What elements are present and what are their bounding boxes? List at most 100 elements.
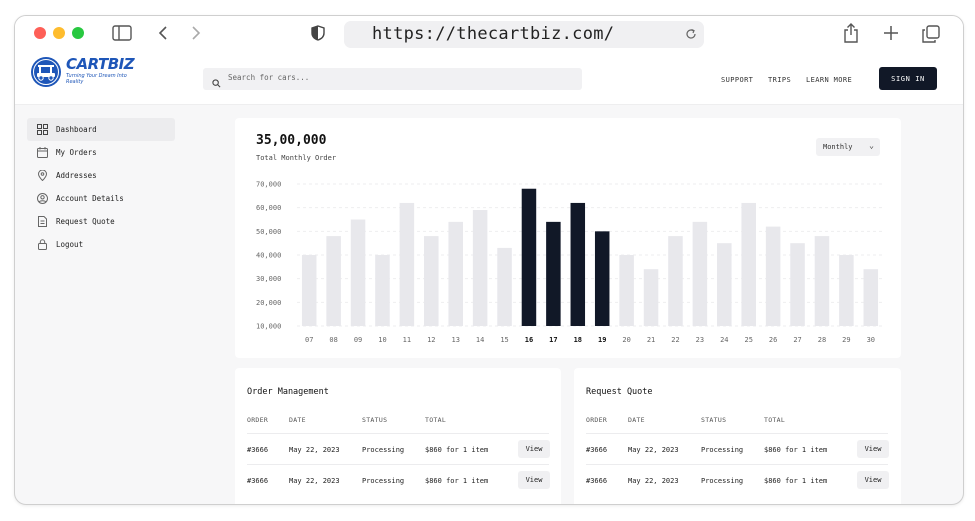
new-tab-icon[interactable] (883, 25, 899, 41)
column-header-date: DATE (628, 416, 645, 424)
map-pin-icon (36, 170, 48, 182)
address-bar[interactable]: https://thecartbiz.com/ (344, 21, 704, 48)
logo-tagline: Turning Your Dream Into Reality (66, 73, 127, 85)
reload-icon[interactable] (685, 28, 697, 40)
browser-window: https://thecartbiz.com/ (14, 15, 964, 505)
order-status: Processing (362, 446, 405, 454)
quote-total: $860 for 1 item (764, 446, 828, 454)
chart-bar-18[interactable] (570, 202, 586, 326)
search-input[interactable]: Search for cars... (203, 68, 582, 90)
quote-date: May 22, 2023 (628, 446, 679, 454)
chart-bar-30[interactable] (863, 269, 879, 326)
quote-total: $860 for 1 item (764, 477, 828, 485)
chart-bar-28[interactable] (814, 236, 830, 326)
chart-bar-16[interactable] (521, 188, 537, 326)
sidebar-item-dashboard[interactable]: Dashboard (27, 118, 175, 141)
total-monthly-order-label: Total Monthly Order (256, 154, 337, 162)
chart-bar-24[interactable] (717, 243, 732, 326)
cartbiz-logo[interactable]: CARTBIZ Turning Your Dream Into Reality (30, 55, 140, 88)
sign-in-button[interactable]: SIGN IN (879, 67, 937, 90)
chart-bar-14[interactable] (472, 210, 488, 326)
account-sidebar: Dashboard My Orders Addresses Account De… (27, 118, 175, 256)
sidebar-item-label: Dashboard (56, 125, 97, 134)
orders-chart-card: 35,00,000 Total Monthly Order Monthly ⌄ … (235, 118, 901, 358)
logo-wordmark: CARTBIZ (66, 55, 135, 73)
chart-bar-17[interactable] (546, 221, 561, 326)
sidebar-item-account-details[interactable]: Account Details (27, 187, 175, 210)
sidebar-toggle-icon[interactable] (112, 25, 132, 41)
chart-bar-29[interactable] (839, 255, 854, 326)
order-management-card: Order Management ORDER DATE STATUS TOTAL… (235, 368, 561, 504)
y-tick-label: 20,000 (256, 299, 281, 307)
close-window-button[interactable] (34, 27, 46, 39)
x-tick-label: 19 (598, 336, 606, 344)
nav-support-link[interactable]: SUPPORT (721, 76, 754, 84)
chart-bar-22[interactable] (668, 236, 683, 326)
tab-overview-icon[interactable] (922, 25, 940, 43)
table-row: #3666 May 22, 2023 Processing $860 for 1… (247, 433, 550, 465)
view-order-button[interactable]: View (518, 471, 550, 489)
quote-date: May 22, 2023 (628, 477, 679, 485)
x-tick-label: 11 (403, 336, 411, 344)
chart-bar-27[interactable] (790, 243, 805, 326)
view-quote-button[interactable]: View (857, 471, 889, 489)
chart-bar-25[interactable] (741, 202, 756, 326)
order-id: #3666 (247, 446, 269, 454)
calendar-icon (36, 147, 48, 159)
chart-bar-07[interactable] (301, 255, 317, 326)
nav-learn-more-link[interactable]: LEARN MORE (806, 76, 853, 84)
x-tick-label: 28 (818, 336, 826, 344)
chart-bar-10[interactable] (375, 255, 390, 326)
order-status: Processing (362, 477, 405, 485)
view-quote-button[interactable]: View (857, 440, 889, 458)
chart-bar-09[interactable] (350, 219, 366, 327)
view-order-button[interactable]: View (518, 440, 550, 458)
chart-bar-08[interactable] (326, 236, 341, 326)
y-tick-label: 60,000 (256, 204, 281, 212)
privacy-shield-icon[interactable] (311, 25, 325, 41)
sidebar-item-request-quote[interactable]: Request Quote (27, 210, 175, 233)
order-id: #3666 (247, 477, 269, 485)
minimize-window-button[interactable] (53, 27, 65, 39)
sidebar-item-logout[interactable]: Logout (27, 233, 175, 256)
chart-bar-19[interactable] (594, 231, 610, 326)
back-icon[interactable] (157, 25, 169, 41)
order-total: $860 for 1 item (425, 477, 489, 485)
chart-bar-11[interactable] (399, 202, 415, 326)
chart-bar-15[interactable] (497, 247, 512, 326)
share-icon[interactable] (843, 23, 859, 43)
quote-order-id: #3666 (586, 446, 608, 454)
x-tick-label: 24 (720, 336, 728, 344)
chart-bar-21[interactable] (643, 269, 659, 326)
chart-bar-13[interactable] (448, 221, 463, 326)
chart-bar-23[interactable] (692, 221, 708, 326)
chart-bar-26[interactable] (765, 226, 781, 326)
sidebar-item-addresses[interactable]: Addresses (27, 164, 175, 187)
sidebar-item-my-orders[interactable]: My Orders (27, 141, 175, 164)
quote-status: Processing (701, 446, 744, 454)
request-quote-title: Request Quote (586, 387, 653, 397)
golf-cart-logo-icon (31, 57, 61, 87)
order-date: May 22, 2023 (289, 477, 340, 485)
grid-icon (36, 124, 48, 136)
search-icon (212, 73, 221, 92)
period-select[interactable]: Monthly ⌄ (816, 138, 880, 156)
sidebar-item-label: Request Quote (56, 217, 115, 226)
x-tick-label: 22 (671, 336, 679, 344)
x-tick-label: 23 (696, 336, 704, 344)
sidebar-item-label: Account Details (56, 194, 124, 203)
column-header-status: STATUS (362, 416, 388, 424)
sidebar-item-label: Addresses (56, 171, 97, 180)
sidebar-item-label: Logout (56, 240, 84, 249)
x-tick-label: 16 (525, 336, 533, 344)
nav-trips-link[interactable]: TRIPS (768, 76, 792, 84)
zoom-window-button[interactable] (72, 27, 84, 39)
x-tick-label: 26 (769, 336, 777, 344)
x-tick-label: 12 (427, 336, 435, 344)
chart-bar-12[interactable] (424, 236, 439, 326)
forward-icon[interactable] (190, 25, 202, 41)
order-management-title: Order Management (247, 387, 329, 397)
chart-bar-20[interactable] (619, 255, 634, 326)
column-header-order: ORDER (247, 416, 269, 424)
x-tick-label: 09 (354, 336, 362, 344)
